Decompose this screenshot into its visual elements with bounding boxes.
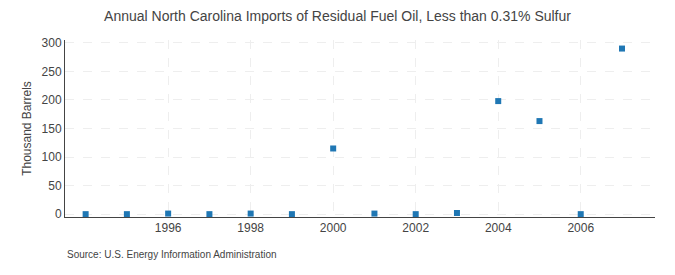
svg-text:0: 0 [55,207,62,221]
svg-text:1998: 1998 [237,221,264,235]
svg-text:2002: 2002 [402,221,429,235]
svg-text:Source: U.S. Energy Informatio: Source: U.S. Energy Information Administ… [67,249,277,260]
svg-text:150: 150 [42,122,62,136]
svg-text:2006: 2006 [567,221,594,235]
svg-text:300: 300 [42,36,62,50]
svg-text:2000: 2000 [320,221,347,235]
svg-text:2004: 2004 [485,221,512,235]
svg-text:200: 200 [42,93,62,107]
svg-text:100: 100 [42,150,62,164]
svg-text:1996: 1996 [155,221,182,235]
svg-text:250: 250 [42,65,62,79]
svg-text:Thousand Barrels: Thousand Barrels [20,81,34,176]
svg-text:Annual North Carolina Imports: Annual North Carolina Imports of Residua… [104,8,571,24]
svg-text:50: 50 [48,179,62,193]
